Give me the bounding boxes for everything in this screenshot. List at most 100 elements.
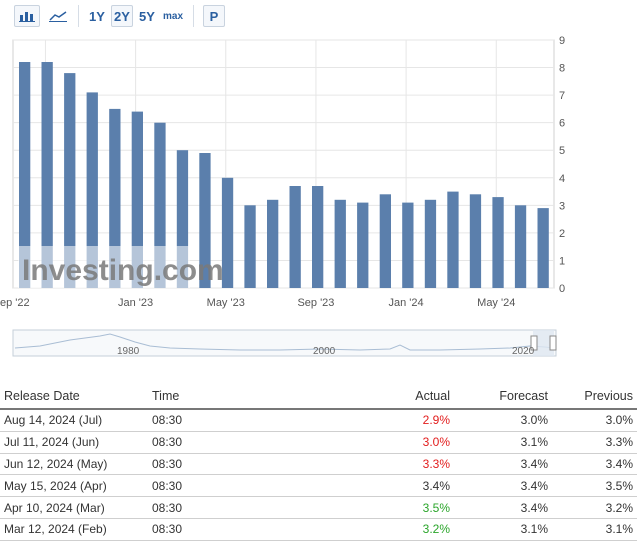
chart-bar[interactable] — [86, 92, 98, 289]
chart-bar[interactable] — [131, 111, 143, 288]
time-cell: 08:30 — [148, 453, 306, 476]
table-row: Apr 10, 2024 (Mar) 08:30 3.5% 3.4% 3.2% — [0, 496, 637, 519]
time-cell: 08:30 — [148, 474, 306, 498]
forecast-cell: 3.0% — [454, 409, 552, 432]
y-tick-label: 1 — [559, 255, 565, 267]
release-table: Release Date Time Actual Forecast Previo… — [0, 384, 637, 541]
chart-bar[interactable] — [289, 186, 301, 288]
chart-bar[interactable] — [154, 122, 166, 288]
chart-bar[interactable] — [64, 73, 76, 288]
toolbar-divider — [193, 5, 194, 27]
navigator-left-handle[interactable] — [530, 335, 538, 351]
chart-bar[interactable] — [41, 62, 53, 288]
y-tick-label: 2 — [559, 228, 565, 240]
previous-cell: 3.5% — [552, 474, 637, 498]
actual-cell: 3.2% — [306, 518, 454, 541]
chart-bar[interactable] — [424, 199, 437, 288]
range-navigator[interactable]: 1980 2000 2020 — [0, 328, 640, 368]
line-chart-button[interactable] — [46, 5, 70, 27]
x-tick-label: May '23 — [207, 297, 245, 309]
navigator-selection[interactable] — [533, 330, 554, 356]
range-max-button[interactable]: max — [162, 10, 183, 22]
chart-bar[interactable] — [537, 208, 549, 288]
range-1y-button[interactable]: 1Y — [89, 8, 105, 24]
y-tick-label: 4 — [559, 173, 565, 185]
forecast-cell: 3.4% — [454, 453, 552, 476]
y-tick-label: 3 — [559, 200, 565, 212]
navigator-svg: 1980 2000 2020 — [12, 329, 557, 357]
chart-bar[interactable] — [357, 202, 369, 288]
actual-cell: 2.9% — [306, 409, 454, 432]
header-time[interactable]: Time — [148, 384, 306, 410]
release-date-cell: Aug 14, 2024 (Jul) — [0, 409, 148, 432]
x-tick-label: Jan '23 — [118, 297, 153, 309]
header-previous[interactable]: Previous — [552, 384, 637, 410]
release-date-cell: Mar 12, 2024 (Feb) — [0, 518, 148, 541]
chart-bar[interactable] — [199, 153, 211, 288]
header-forecast[interactable]: Forecast — [454, 384, 552, 410]
navigator-label: 1980 — [117, 346, 140, 357]
table-header-row: Release Date Time Actual Forecast Previo… — [0, 384, 637, 410]
time-cell: 08:30 — [148, 518, 306, 541]
chart-bar[interactable] — [334, 199, 346, 288]
table-row: Aug 14, 2024 (Jul) 08:30 2.9% 3.0% 3.0% — [0, 409, 637, 432]
y-tick-label: 0 — [559, 283, 565, 295]
chart-bar[interactable] — [221, 177, 234, 288]
actual-cell: 3.3% — [306, 453, 454, 476]
chart-bar[interactable] — [176, 150, 189, 288]
previous-cell: 3.0% — [552, 409, 637, 432]
chart-bar[interactable] — [312, 186, 324, 288]
chart-bar[interactable] — [244, 205, 256, 288]
chart-bar[interactable] — [267, 199, 279, 288]
forecast-cell: 3.1% — [454, 431, 552, 454]
chart-svg: 0 1 2 3 4 5 6 7 8 9 ep '22 Jan '23 May '23 Sep '23 Ja… — [0, 35, 565, 309]
chart-bar[interactable] — [19, 62, 31, 288]
chart-bar[interactable] — [402, 202, 414, 288]
previous-cell: 3.2% — [552, 496, 637, 519]
header-actual[interactable]: Actual — [306, 384, 454, 410]
watermark-text: Investing.com — [22, 254, 224, 287]
navigator-label: 2020 — [512, 346, 535, 357]
y-tick-label: 9 — [559, 35, 565, 47]
release-date-cell: Apr 10, 2024 (Mar) — [0, 496, 148, 519]
release-date-cell: Jun 12, 2024 (May) — [0, 453, 148, 476]
navigator-right-handle[interactable] — [549, 335, 557, 351]
navigator-label: 2000 — [313, 346, 336, 357]
previous-cell: 3.3% — [552, 431, 637, 454]
time-cell: 08:30 — [148, 409, 306, 432]
chart-bar[interactable] — [492, 197, 504, 288]
investing-watermark: Investing.com — [18, 246, 224, 288]
previous-cell: 3.4% — [552, 453, 637, 476]
chart-bar[interactable] — [469, 194, 482, 288]
time-cell: 08:30 — [148, 496, 306, 519]
range-2y-button[interactable]: 2Y — [111, 5, 133, 27]
forecast-cell: 3.1% — [454, 518, 552, 541]
x-tick-label: ep '22 — [0, 297, 30, 309]
x-tick-label: Sep '23 — [297, 297, 334, 309]
y-tick-label: 6 — [559, 118, 565, 130]
table-row: Jun 12, 2024 (May) 08:30 3.3% 3.4% 3.4% — [0, 453, 637, 476]
release-date-cell: May 15, 2024 (Apr) — [0, 474, 148, 498]
table-row: Jul 11, 2024 (Jun) 08:30 3.0% 3.1% 3.3% — [0, 431, 637, 454]
chart-bar[interactable] — [514, 205, 527, 288]
range-5y-button[interactable]: 5Y — [139, 8, 155, 24]
forecast-cell: 3.4% — [454, 496, 552, 519]
bar-chart: 0 1 2 3 4 5 6 7 8 9 ep '22 Jan '23 May '23 Sep '23 Ja… — [0, 34, 640, 324]
table-row: May 15, 2024 (Apr) 08:30 3.4% 3.4% 3.5% — [0, 474, 637, 498]
x-tick-label: May '24 — [477, 297, 515, 309]
chart-bar[interactable] — [109, 108, 121, 289]
chart-toolbar: 1Y 2Y 5Y max P — [0, 0, 640, 34]
y-tick-label: 7 — [559, 90, 565, 102]
chart-bar[interactable] — [379, 194, 391, 288]
navigator-series — [14, 333, 554, 351]
actual-cell: 3.5% — [306, 496, 454, 519]
y-tick-label: 5 — [559, 145, 565, 157]
chart-bar[interactable] — [447, 191, 459, 288]
bar-chart-button[interactable] — [14, 5, 40, 27]
time-cell: 08:30 — [148, 431, 306, 454]
header-release-date[interactable]: Release Date — [0, 384, 148, 410]
p-button[interactable]: P — [203, 5, 225, 27]
y-tick-label: 8 — [559, 63, 565, 75]
forecast-cell: 3.4% — [454, 474, 552, 498]
previous-cell: 3.1% — [552, 518, 637, 541]
